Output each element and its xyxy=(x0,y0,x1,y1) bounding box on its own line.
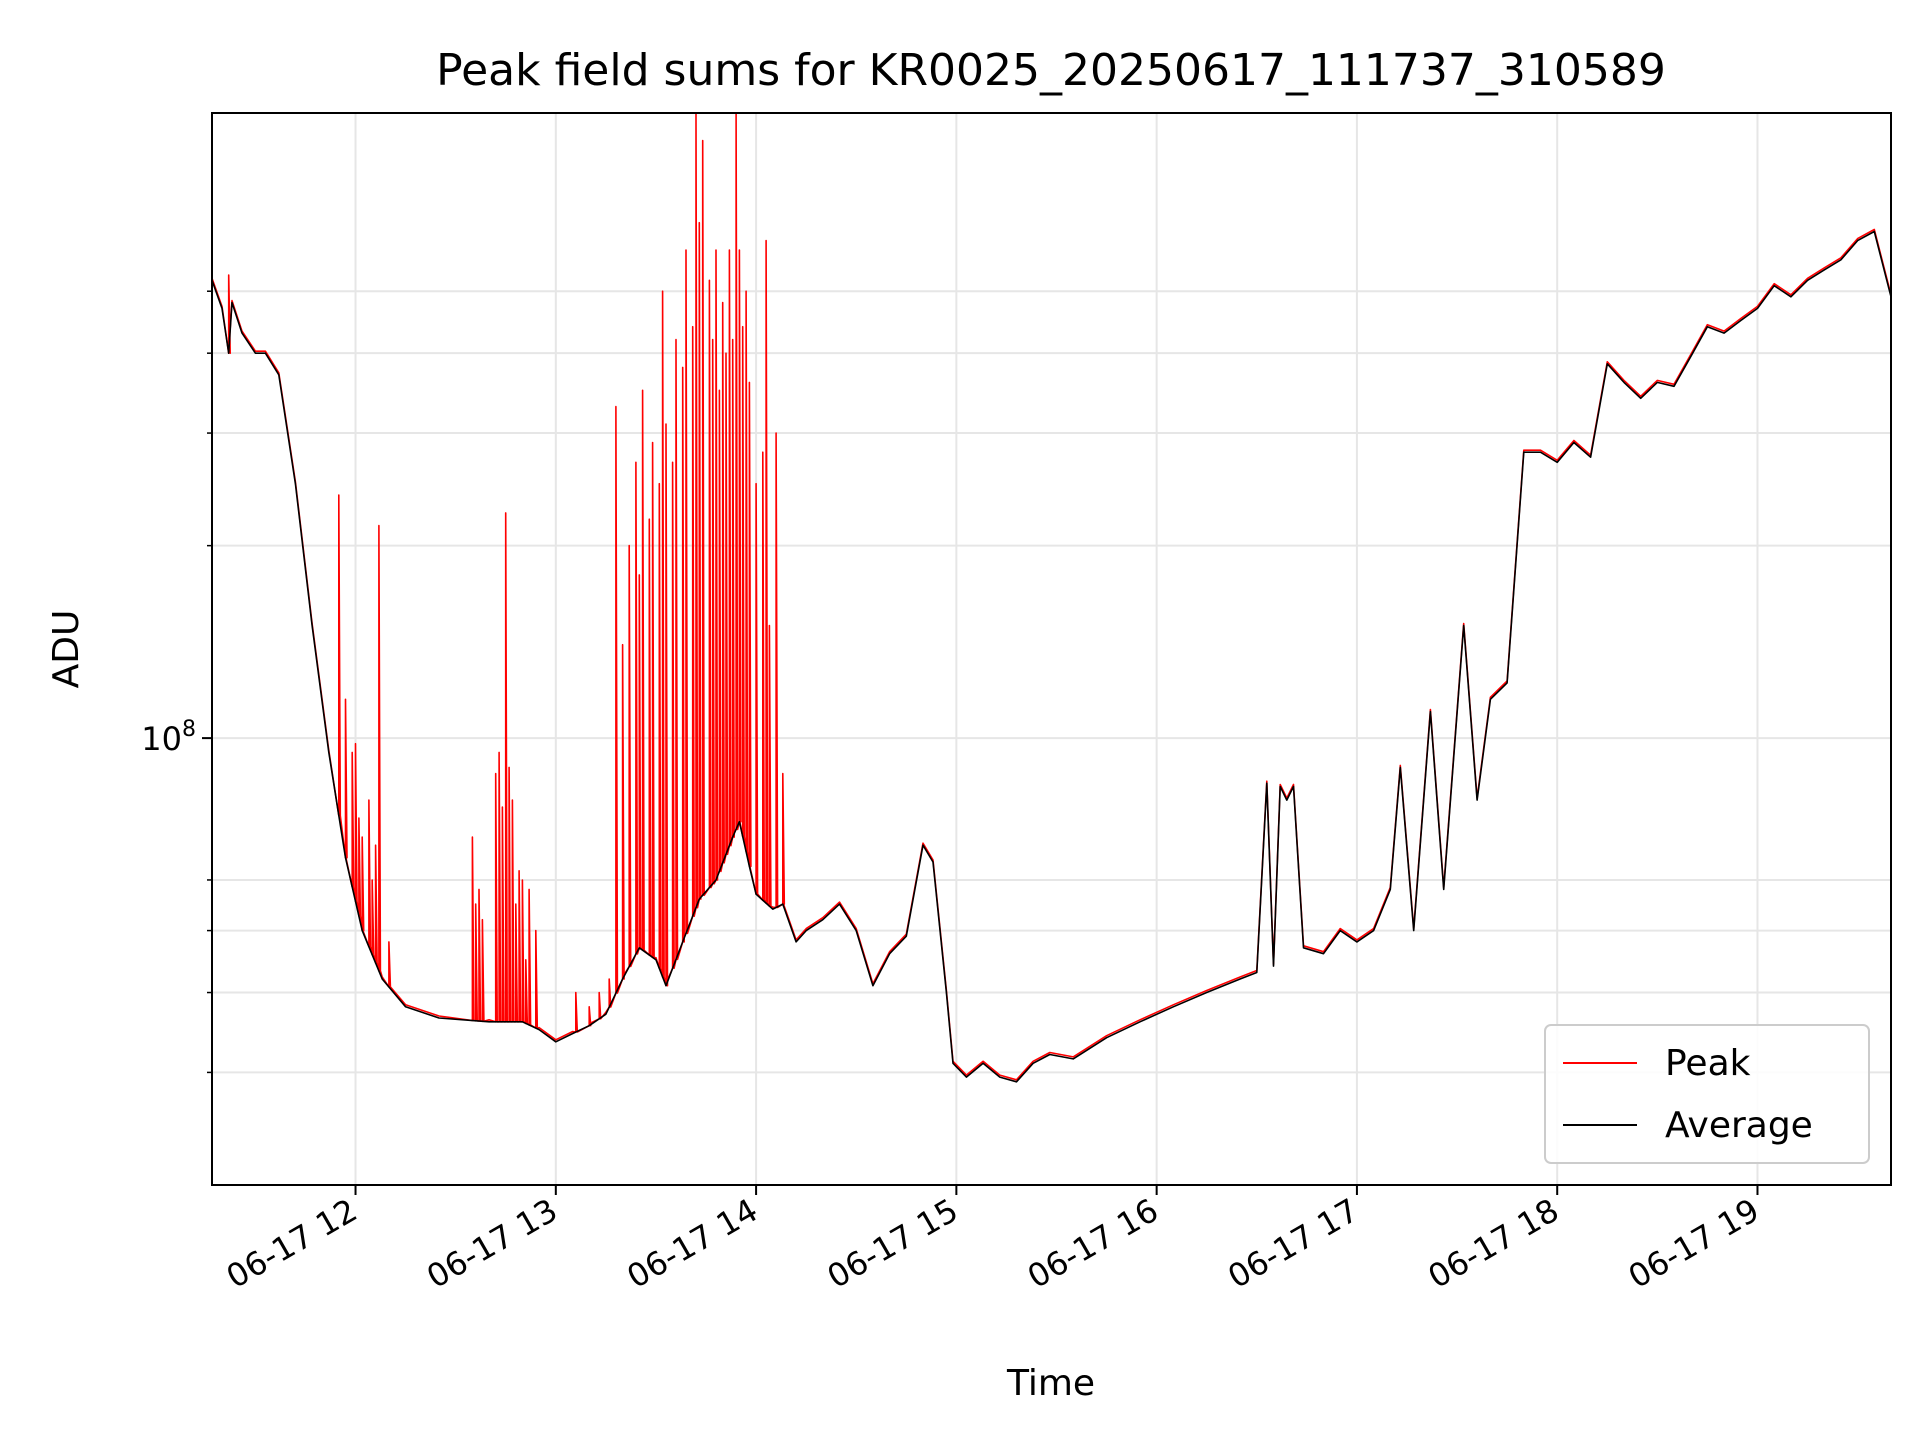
average-series-line xyxy=(211,230,1892,1083)
legend-label-average: Average xyxy=(1665,1105,1813,1146)
series-layer xyxy=(211,112,1892,1083)
chart-title: Peak field sums for KR0025_20250617_1117… xyxy=(436,45,1666,96)
legend-box xyxy=(1544,1024,1870,1164)
plot-frame xyxy=(211,112,1892,1186)
grid xyxy=(212,113,1891,1185)
legend-label-peak: Peak xyxy=(1665,1043,1751,1084)
x-axis-label: Time xyxy=(1006,1363,1095,1404)
y-axis-label: ADU xyxy=(46,610,87,689)
legend: Peak Average xyxy=(1544,1024,1870,1164)
y-tick-label: 108 xyxy=(141,717,196,758)
